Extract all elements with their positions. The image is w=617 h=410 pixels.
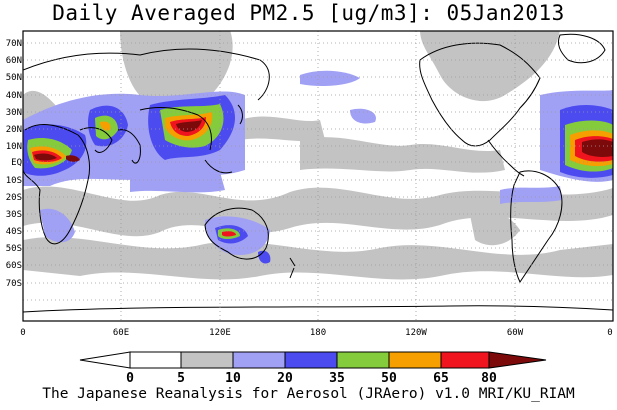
lon-label: 0 <box>607 328 612 338</box>
colorbar: 0 5 10 20 35 50 65 80 <box>79 351 547 386</box>
colorbar-box <box>440 351 490 369</box>
lon-label: 120W <box>405 328 427 338</box>
lat-label: 70N <box>6 39 22 49</box>
lat-label: 10S <box>6 176 22 186</box>
colorbar-tick: 65 <box>433 371 449 386</box>
lat-label: 20N <box>6 125 22 135</box>
colorbar-box <box>336 351 390 369</box>
lat-label: 50S <box>6 244 22 254</box>
lon-label: 180 <box>310 328 326 338</box>
lat-label: 70S <box>6 279 22 289</box>
colorbar-box <box>129 351 182 369</box>
lat-label: 40N <box>6 91 22 101</box>
colorbar-tick: 5 <box>177 371 185 386</box>
lon-label: 60E <box>113 328 129 338</box>
colorbar-tick: 10 <box>225 371 241 386</box>
lat-label: 30S <box>6 210 22 220</box>
footer-credit: The Japanese Reanalysis for Aerosol (JRA… <box>42 386 575 402</box>
colorbar-tick: 80 <box>481 371 497 386</box>
colorbar-tick: 50 <box>381 371 397 386</box>
colorbar-min-arrow <box>79 351 131 369</box>
lat-label: EQ <box>11 158 22 168</box>
colorbar-tick: 0 <box>126 371 134 386</box>
lon-axis: 0 60E 120E 180 120W 60W 0 <box>20 328 612 338</box>
colorbar-box <box>232 351 286 369</box>
gridlines <box>23 31 613 321</box>
colorbar-tick: 20 <box>277 371 293 386</box>
lon-label: 0 <box>20 328 25 338</box>
map-frame <box>22 30 614 322</box>
lat-label: 50N <box>6 73 22 83</box>
lat-label: 60N <box>6 56 22 66</box>
colorbar-tick: 35 <box>329 371 345 386</box>
lon-label: 120E <box>209 328 231 338</box>
colorbar-box <box>388 351 442 369</box>
colorbar-box <box>284 351 338 369</box>
lat-label: 60S <box>6 261 22 271</box>
lat-label: 40S <box>6 227 22 237</box>
map-title: Daily Averaged PM2.5 [ug/m3]: 05Jan2013 <box>52 1 565 25</box>
lat-label: 30N <box>6 108 22 118</box>
lat-axis: 70N 60N 50N 40N 30N 20N 10N EQ 10S 20S 3… <box>6 39 22 289</box>
lat-label: 20S <box>6 193 22 203</box>
lat-label: 10N <box>6 142 22 152</box>
coastlines <box>23 33 613 313</box>
colorbar-max-arrow <box>488 351 547 369</box>
colorbar-box <box>180 351 234 369</box>
lon-label: 60W <box>507 328 524 338</box>
